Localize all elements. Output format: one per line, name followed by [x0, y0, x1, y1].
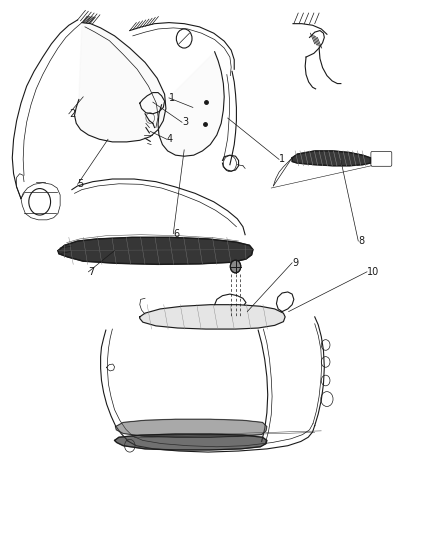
Polygon shape	[58, 237, 253, 264]
Polygon shape	[116, 419, 267, 437]
Text: 1: 1	[279, 155, 285, 164]
Text: 1: 1	[169, 93, 175, 103]
Circle shape	[230, 260, 241, 273]
Text: 8: 8	[358, 236, 364, 246]
Polygon shape	[292, 151, 371, 166]
Text: 7: 7	[88, 267, 95, 277]
Text: 10: 10	[367, 267, 379, 277]
Text: 2: 2	[69, 109, 75, 119]
Polygon shape	[140, 305, 285, 329]
Text: 3: 3	[182, 117, 188, 127]
Polygon shape	[115, 434, 267, 450]
Text: 9: 9	[292, 258, 298, 268]
Text: 5: 5	[78, 179, 84, 189]
Polygon shape	[158, 52, 224, 156]
Polygon shape	[74, 22, 166, 142]
Text: 4: 4	[167, 134, 173, 144]
Text: 6: 6	[173, 229, 180, 239]
